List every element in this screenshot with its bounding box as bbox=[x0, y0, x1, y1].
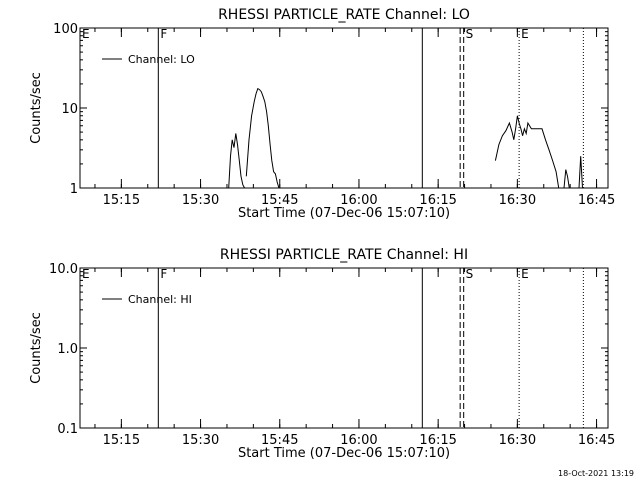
x-tick-label: 16:00 bbox=[340, 193, 377, 208]
y-tick-label: 10 bbox=[61, 102, 78, 117]
series-line bbox=[578, 156, 583, 189]
plot-frame bbox=[79, 267, 609, 429]
plot-frame bbox=[79, 27, 609, 189]
event-marker-label: E bbox=[521, 267, 529, 281]
chart-title: RHESSI PARTICLE_RATE Channel: LO bbox=[218, 7, 470, 23]
panel-2: RHESSI PARTICLE_RATE Channel: HI 0.1 1.0 10… bbox=[29, 247, 615, 461]
y-tick-label: 10.0 bbox=[49, 262, 78, 277]
event-marker-label: E bbox=[82, 267, 90, 281]
y-axis-label: Counts/sec bbox=[29, 72, 44, 144]
event-marker-label: E bbox=[82, 27, 90, 41]
event-marker-label: F bbox=[160, 27, 167, 41]
panel-1: RHESSI PARTICLE_RATE Channel: LO 1 10 100 15… bbox=[29, 7, 615, 221]
series-line bbox=[245, 87, 280, 189]
event-marker-label: E bbox=[521, 27, 529, 41]
x-tick-label: 15:30 bbox=[182, 193, 219, 208]
event-marker-label: F bbox=[160, 267, 167, 281]
x-tick-label: 16:30 bbox=[499, 193, 536, 208]
legend-label: Channel: HI bbox=[128, 293, 192, 306]
x-axis-label: Start Time (07-Dec-06 15:07:10) bbox=[238, 206, 450, 221]
x-axis-label: Start Time (07-Dec-06 15:07:10) bbox=[238, 446, 450, 461]
y-tick-label: 100 bbox=[53, 22, 78, 37]
series-line bbox=[228, 133, 246, 189]
chart-title: RHESSI PARTICLE_RATE Channel: HI bbox=[220, 247, 468, 263]
x-tick-label: 16:00 bbox=[340, 433, 377, 448]
footer-timestamp: 18-Oct-2021 13:19 bbox=[558, 469, 634, 478]
y-tick-label: 1.0 bbox=[57, 342, 78, 357]
x-tick-label: 15:15 bbox=[103, 193, 140, 208]
x-tick-label: 15:45 bbox=[261, 193, 298, 208]
y-tick-label: 1 bbox=[70, 182, 78, 197]
y-tick-label: 0.1 bbox=[57, 422, 78, 437]
x-tick-label: 15:15 bbox=[103, 433, 140, 448]
x-tick-label: 16:15 bbox=[419, 433, 456, 448]
x-tick-label: 16:45 bbox=[578, 193, 615, 208]
series-line bbox=[563, 169, 570, 189]
x-tick-label: 16:30 bbox=[499, 433, 536, 448]
legend-label: Channel: LO bbox=[128, 53, 195, 66]
y-axis-label: Counts/sec bbox=[29, 312, 44, 384]
x-tick-label: 16:15 bbox=[419, 193, 456, 208]
x-tick-label: 16:45 bbox=[578, 433, 615, 448]
series-line bbox=[494, 115, 560, 189]
x-tick-label: 15:30 bbox=[182, 433, 219, 448]
event-marker-label: S bbox=[466, 267, 474, 281]
event-marker-label: S bbox=[466, 27, 474, 41]
x-tick-label: 15:45 bbox=[261, 433, 298, 448]
